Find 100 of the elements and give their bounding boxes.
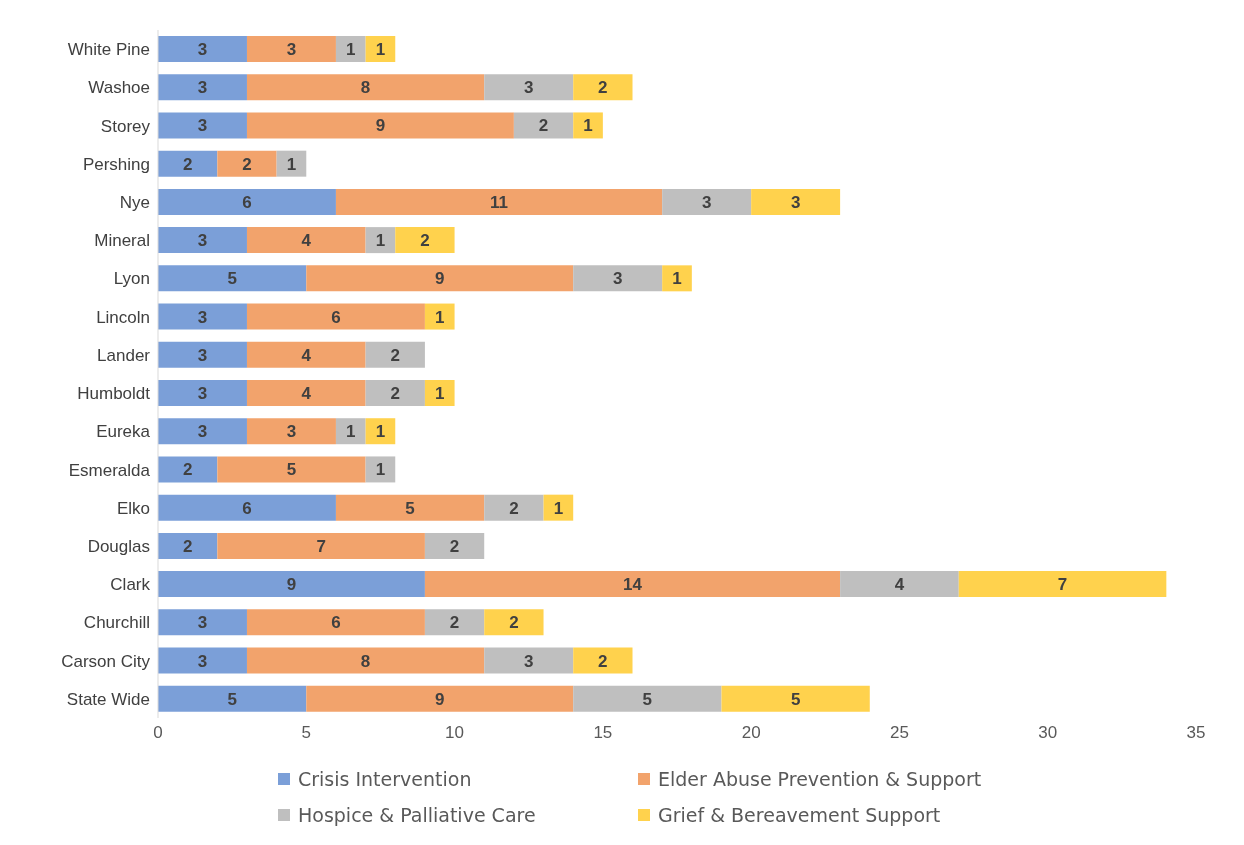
data-label: 2 [598,78,608,98]
x-tick-label: 10 [445,723,465,743]
data-label: 1 [435,307,445,327]
data-label: 1 [346,40,356,60]
bar [158,494,336,521]
data-label: 6 [242,498,252,518]
bar [573,112,603,139]
data-label: 3 [523,651,534,671]
data-label: 2 [509,613,519,633]
y-tick-label: Carson City [61,651,151,671]
bar [158,303,247,330]
data-label: 3 [790,192,801,212]
bar [158,647,247,674]
bar [158,150,218,177]
y-tick-label: Humboldt [77,384,151,404]
x-tick-label: 20 [741,723,761,743]
legend-label: Grief & Bereavement Support [657,804,942,826]
data-label: 6 [242,192,252,212]
bar [721,685,870,712]
bar [217,150,277,177]
bar [158,227,247,254]
y-tick-label: Washoe [88,78,150,98]
data-label: 4 [301,345,312,365]
data-label: 3 [701,192,712,212]
data-label: 4 [894,575,905,595]
x-tick-label: 25 [889,723,909,743]
bar [573,685,722,712]
bar [158,265,307,292]
bar [365,341,425,368]
bar [246,112,514,139]
bar [484,647,574,674]
data-label: 2 [598,651,608,671]
y-tick-label: Elko [116,498,150,518]
data-label: 3 [197,384,208,404]
bar [158,74,247,101]
y-tick-label: Pershing [82,154,150,174]
data-label: 9 [286,575,297,595]
bar [306,685,574,712]
y-tick-label: Churchill [83,613,150,633]
data-label: 7 [1057,575,1068,595]
bar [158,685,307,712]
bar [306,265,574,292]
data-label: 3 [197,231,208,251]
bar [840,571,959,598]
bar [335,494,485,521]
bar [158,418,247,445]
legend-label: Crisis Intervention [297,768,473,790]
x-tick-label: 15 [593,723,613,743]
data-label: 3 [197,116,208,136]
bar [158,341,247,368]
y-tick-label: White Pine [67,40,150,60]
bar [365,380,425,406]
bar [484,74,574,101]
x-tick-label: 30 [1038,723,1058,743]
bar [158,571,425,598]
bar [158,609,247,636]
bar [484,609,544,636]
data-label: 1 [375,231,386,251]
y-tick-label: Clark [110,575,151,595]
data-label: 2 [449,613,460,633]
x-tick-label: 5 [301,723,312,743]
data-label: 2 [449,536,460,556]
data-label: 3 [197,422,208,442]
data-label: 2 [390,384,400,404]
bar [424,380,455,406]
bar [484,494,544,521]
data-label: 1 [553,498,564,518]
bar [158,456,218,483]
data-label: 2 [182,460,193,480]
data-label: 4 [301,231,312,251]
data-label: 5 [405,498,415,518]
y-tick-label: Mineral [94,231,150,251]
y-tick-label: Nye [119,193,150,213]
data-label: 3 [197,78,208,98]
data-label: 14 [623,575,643,595]
data-label: 5 [790,689,801,709]
data-label: 1 [375,460,386,480]
data-label: 1 [583,116,593,136]
legend-label: Elder Abuse Prevention & Support [657,768,983,790]
bar [158,36,247,62]
data-label: 3 [286,422,297,442]
data-label: 1 [672,269,682,289]
data-label: 1 [286,154,297,174]
bar [662,188,752,215]
data-label: 4 [301,384,312,404]
data-label: 2 [182,154,193,174]
data-label: 3 [523,78,534,98]
data-label: 1 [435,384,445,404]
data-label: 8 [360,651,371,671]
y-tick-label: State Wide [66,689,150,709]
data-label: 2 [390,345,400,365]
data-label: 2 [509,498,519,518]
data-label: 6 [331,307,341,327]
bar [158,532,218,559]
x-tick-label: 35 [1186,723,1206,743]
y-tick-label: Lincoln [96,307,150,327]
bar [513,112,574,139]
bar [246,36,336,62]
x-tick-label: 0 [153,723,163,743]
data-label: 5 [227,689,237,709]
